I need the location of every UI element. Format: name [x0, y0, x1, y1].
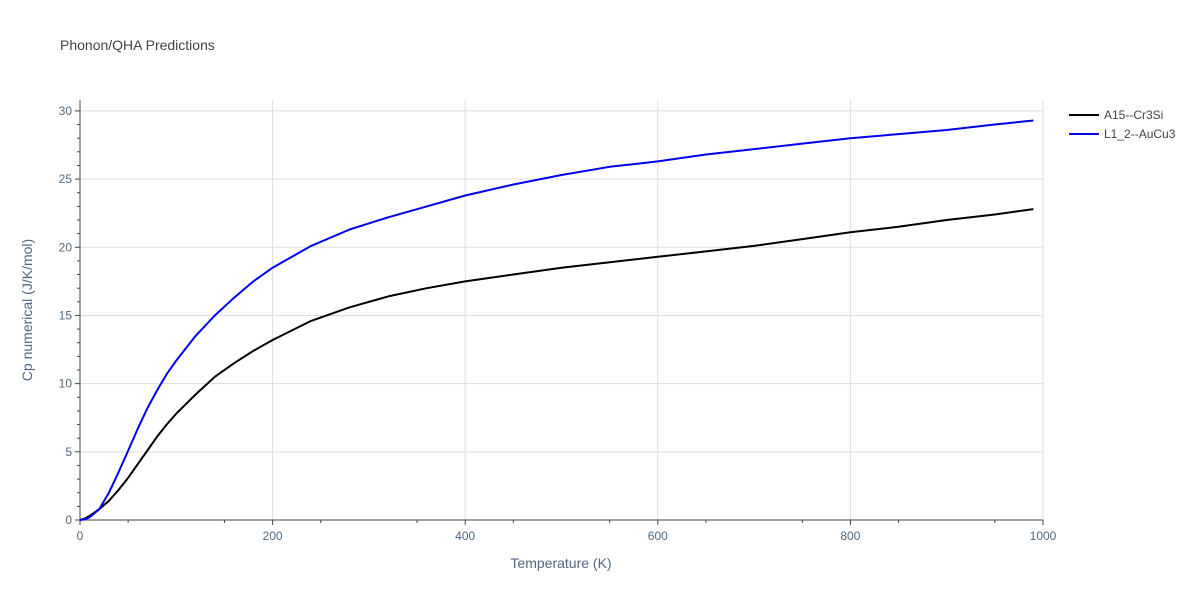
ticks: 0 200 400 600 800 1000 0 5 10 15 20 25 30 [59, 104, 1057, 543]
x-tick-label: 0 [77, 529, 84, 543]
y-tick-label: 30 [59, 104, 73, 118]
legend-label: L1_2--AuCu3 [1104, 127, 1176, 141]
x-axis-title: Temperature (K) [510, 555, 611, 571]
chart-title: Phonon/QHA Predictions [60, 37, 215, 53]
y-tick-label: 0 [65, 513, 72, 527]
y-tick-label: 25 [59, 172, 73, 186]
series-line-L1_2--AuCu3 [79, 119, 1034, 521]
series [79, 119, 1034, 521]
y-tick-label: 20 [59, 240, 73, 254]
legend-label: A15--Cr3Si [1104, 108, 1163, 122]
x-tick-label: 800 [840, 529, 860, 543]
x-tick-label: 600 [648, 529, 668, 543]
x-tick-label: 200 [263, 529, 283, 543]
y-axis-title: Cp numerical (J/K/mol) [19, 239, 35, 381]
x-tick-label: 1000 [1030, 529, 1057, 543]
y-tick-label: 5 [65, 445, 72, 459]
legend[interactable]: A15--Cr3Si L1_2--AuCu3 [1069, 108, 1176, 141]
series-line-A15--Cr3Si [79, 208, 1034, 521]
axes [79, 100, 1043, 521]
x-tick-label: 400 [455, 529, 475, 543]
y-tick-label: 15 [59, 308, 73, 322]
legend-item[interactable]: L1_2--AuCu3 [1069, 127, 1176, 141]
legend-item[interactable]: A15--Cr3Si [1069, 108, 1163, 122]
y-tick-label: 10 [59, 377, 73, 391]
grid [80, 100, 1044, 520]
